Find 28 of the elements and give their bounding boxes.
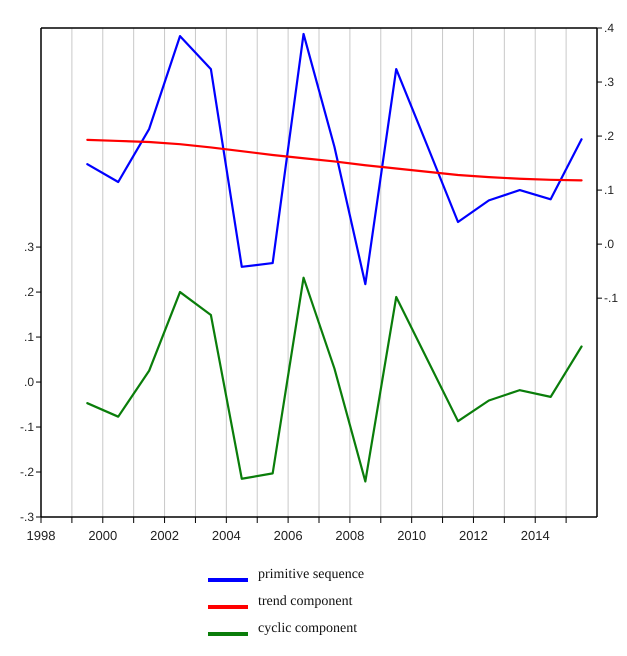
x-tick-label: 2002 [150,528,180,543]
line-series [86,138,583,182]
x-tick-label: 2004 [212,528,241,543]
y-tick-label: .0 [24,375,34,390]
y-tick-label: -.1 [20,420,34,434]
legend-label: trend component [258,594,353,609]
y2-tick-label: .1 [604,183,614,198]
line-series [86,276,583,483]
x-tick-label: 2000 [88,528,118,543]
y-tick-label: -.2 [20,465,34,480]
y2-tick-label: .2 [604,129,614,144]
line-series [86,32,583,286]
y-tick-label: -.3 [20,510,34,524]
y-tick-label: .1 [24,330,34,344]
y2-tick-label: .4 [604,21,614,35]
y2-tick-label: .3 [604,75,614,90]
x-tick-label: 2006 [274,528,303,543]
y-tick-label: .3 [24,240,34,254]
y2-tick-label: -.1 [604,291,618,306]
legend-label: primitive sequence [258,567,364,582]
legend-label: cyclic component [258,621,358,636]
y-tick-label: .2 [24,285,34,300]
x-tick-label: 2014 [520,528,550,543]
y2-tick-label: .0 [604,237,614,252]
x-tick-label: 2012 [458,528,488,543]
x-tick-label: 2008 [335,528,364,543]
x-tick-label: 1998 [26,528,56,543]
x-tick-label: 2010 [397,528,426,543]
